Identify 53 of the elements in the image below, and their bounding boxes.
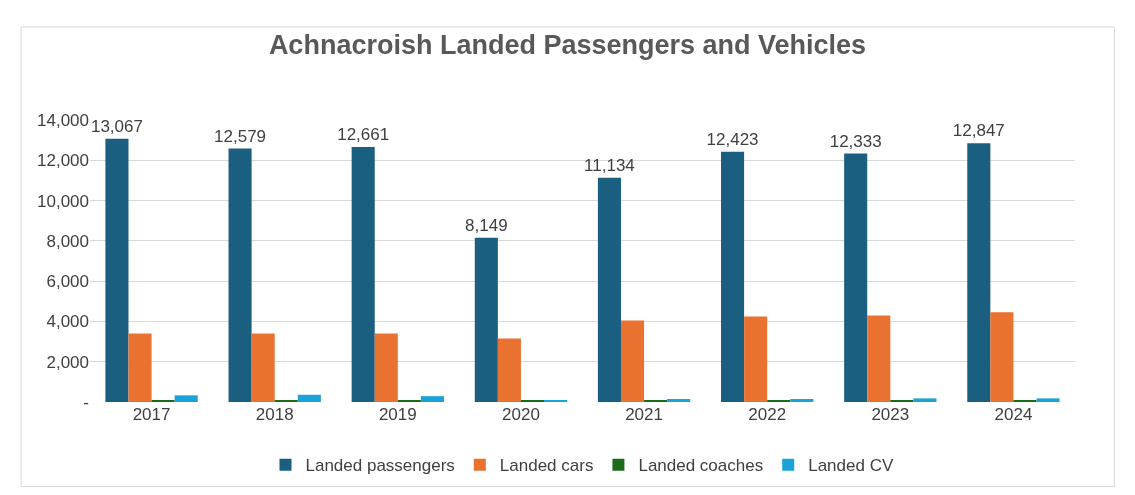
- y-tick-label: 2,000: [46, 352, 89, 372]
- data-label: 8,149: [465, 215, 508, 235]
- bar: [128, 333, 152, 402]
- legend-label: Landed coaches: [638, 456, 764, 476]
- data-label: 12,661: [337, 124, 390, 144]
- bar: [497, 338, 521, 402]
- bar: [867, 315, 891, 402]
- data-label: 12,333: [829, 131, 882, 151]
- y-tick-label: -: [83, 392, 89, 412]
- x-tick-label: 2021: [625, 405, 663, 424]
- data-label: 12,579: [214, 126, 267, 146]
- bar: [913, 398, 937, 402]
- y-tick-label: 6,000: [46, 272, 89, 292]
- y-tick-label: 10,000: [37, 191, 89, 211]
- bar: [790, 398, 814, 402]
- legend-label: Landed cars: [499, 456, 594, 476]
- data-label: 12,847: [952, 121, 1005, 141]
- bar: [420, 396, 444, 402]
- bar: [374, 333, 398, 402]
- x-tick-label: 2024: [994, 405, 1033, 424]
- bar: [297, 394, 321, 402]
- chart-title: Achnacroish Landed Passengers and Vehicles: [268, 29, 867, 60]
- bar: [721, 151, 745, 402]
- bar: [474, 237, 498, 402]
- y-tick-label: 12,000: [37, 151, 89, 171]
- legend-label: Landed CV: [808, 456, 894, 476]
- x-tick-label: 2020: [502, 405, 540, 424]
- bar: [744, 316, 768, 402]
- bar: [967, 143, 991, 402]
- y-tick-label: 4,000: [46, 312, 89, 332]
- y-tick-label: 8,000: [46, 231, 89, 251]
- bar: [351, 146, 375, 402]
- x-tick-label: 2017: [132, 405, 171, 424]
- bar: [105, 138, 129, 402]
- bar: [174, 395, 198, 402]
- y-tick-label: 14,000: [37, 110, 89, 130]
- x-tick-label: 2018: [255, 405, 294, 424]
- x-tick-label: 2023: [871, 405, 910, 424]
- bar: [844, 153, 868, 402]
- bar: [667, 398, 691, 402]
- bar: [620, 320, 645, 402]
- data-label: 11,134: [584, 155, 635, 175]
- bar: [1036, 398, 1060, 402]
- bar: [251, 333, 275, 402]
- bar: [597, 177, 621, 402]
- x-tick-label: 2019: [378, 405, 417, 424]
- data-label: 12,423: [706, 129, 759, 149]
- bar: [228, 148, 252, 402]
- data-label: 13,067: [90, 116, 143, 136]
- bar: [544, 399, 568, 402]
- bar: [990, 312, 1014, 402]
- x-tick-label: 2022: [748, 405, 787, 424]
- legend-label: Landed passengers: [305, 456, 455, 476]
